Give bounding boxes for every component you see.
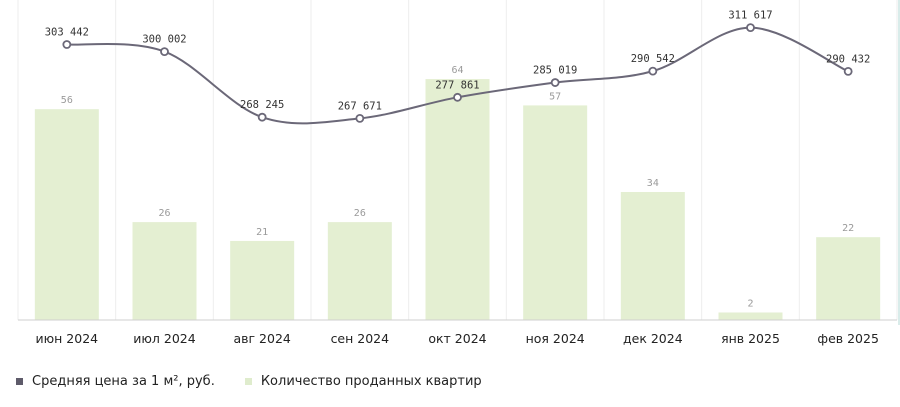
x-tick-label: фев 2025 — [817, 331, 879, 346]
legend-swatch-price — [16, 378, 23, 385]
x-tick-labels: июн 2024 июл 2024 авг 2024 сен 2024 окт 2024… — [36, 331, 879, 346]
bar[interactable] — [327, 222, 392, 320]
bar-value-label: 57 — [549, 91, 561, 102]
x-tick-label: дек 2024 — [623, 331, 683, 346]
price-value-label: 300 002 — [142, 34, 186, 46]
legend: Средняя цена за 1 м², руб. Количество пр… — [16, 374, 512, 389]
price-line-group: 303 442 300 002 268 245 267 671 277 861 285 0… — [45, 10, 870, 125]
bar-value-label: 21 — [256, 227, 268, 238]
legend-label-price: Средняя цена за 1 м², руб. — [32, 374, 215, 389]
price-value-label: 290 542 — [631, 53, 675, 65]
legend-swatch-count — [244, 378, 252, 385]
right-edge-accent — [898, 0, 900, 325]
x-tick-label: ноя 2024 — [526, 331, 585, 346]
x-tick-label: сен 2024 — [331, 331, 390, 346]
price-point[interactable] — [843, 66, 853, 76]
price-point[interactable] — [550, 78, 560, 87]
price-point[interactable] — [160, 47, 169, 57]
legend-label-count: Количество проданных квартир — [260, 374, 482, 389]
bar-value-label: 64 — [451, 65, 463, 76]
price-point[interactable] — [746, 23, 755, 33]
bar-value-label: 2 — [747, 298, 753, 309]
bar-value-label: 26 — [354, 208, 366, 219]
bar-value-label: 34 — [647, 178, 659, 189]
x-tick-label: июн 2024 — [36, 331, 99, 346]
bar[interactable] — [230, 240, 295, 320]
price-series-line — [66, 26, 849, 125]
price-value-label: 267 671 — [338, 100, 382, 112]
price-point[interactable] — [453, 92, 462, 102]
legend-item-count[interactable]: Количество проданных квартир — [244, 374, 482, 389]
bar[interactable] — [718, 312, 783, 320]
bar[interactable] — [132, 222, 197, 320]
bar-value-label: 56 — [61, 95, 73, 106]
price-value-label: 277 861 — [435, 79, 479, 91]
bar-value-label: 22 — [842, 223, 854, 234]
bar[interactable] — [620, 192, 685, 320]
price-point[interactable] — [257, 112, 267, 122]
bar[interactable] — [523, 105, 588, 320]
price-point[interactable] — [355, 113, 365, 123]
x-tick-label: авг 2024 — [233, 331, 290, 346]
x-tick-label: янв 2025 — [721, 331, 780, 346]
price-value-label: 290 432 — [826, 53, 870, 65]
price-point[interactable] — [62, 40, 72, 49]
price-value-label: 311 617 — [728, 10, 772, 22]
price-value-label: 268 245 — [240, 99, 284, 111]
price-point[interactable] — [648, 66, 658, 76]
bar[interactable] — [425, 79, 490, 320]
grid-lines — [17, 0, 898, 320]
x-tick-label: июл 2024 — [133, 331, 195, 346]
price-value-label: 303 442 — [45, 27, 89, 39]
bar-value-label: 26 — [158, 208, 170, 219]
bar[interactable] — [816, 237, 881, 320]
price-value-label: 285 019 — [533, 65, 577, 77]
legend-item-price[interactable]: Средняя цена за 1 м², руб. — [16, 374, 215, 389]
bar[interactable] — [34, 109, 99, 320]
x-tick-label: окт 2024 — [428, 331, 486, 346]
